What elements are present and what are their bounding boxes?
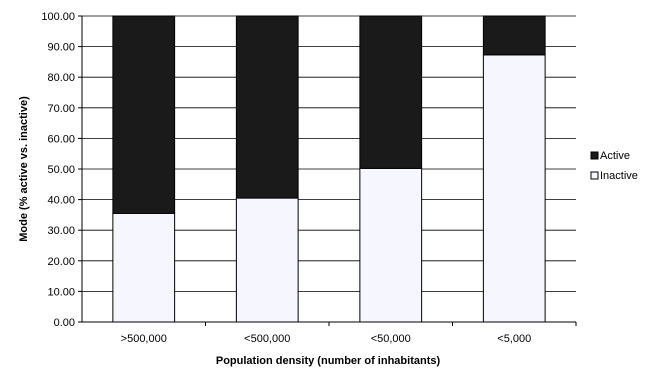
legend-label-inactive: Inactive bbox=[600, 170, 638, 182]
y-axis-title: Mode (% active vs. inactive) bbox=[18, 96, 30, 242]
axes bbox=[78, 15, 577, 326]
x-axis-title: Population density (number of inhabitant… bbox=[216, 355, 441, 367]
legend-swatch-active bbox=[590, 151, 599, 160]
bar-inactive-4 bbox=[482, 54, 546, 323]
x-tick-labels: >500,000 <500,000 <50,000 <5,000 bbox=[121, 333, 532, 345]
bar-inactive-1 bbox=[112, 212, 176, 323]
y-tick-label: 40.00 bbox=[47, 195, 75, 207]
bar-inactive-3 bbox=[359, 167, 423, 323]
y-tick-label: 30.00 bbox=[47, 225, 75, 237]
y-tick-label: 10.00 bbox=[47, 286, 75, 298]
x-tick-label: <5,000 bbox=[497, 333, 531, 345]
y-tick-label: 80.00 bbox=[47, 72, 75, 84]
x-tick-label: <50,000 bbox=[371, 333, 411, 345]
bar-active-3 bbox=[359, 15, 423, 169]
legend-swatch-inactive bbox=[590, 171, 599, 180]
bar-active-4 bbox=[482, 15, 546, 56]
y-tick-label: 20.00 bbox=[47, 256, 75, 268]
y-tick-labels: 0.00 10.00 20.00 30.00 40.00 50.00 60.00 70.00 8… bbox=[41, 11, 75, 329]
bars bbox=[112, 15, 546, 323]
bar-inactive-2 bbox=[235, 197, 299, 323]
bar-active-2 bbox=[235, 15, 299, 199]
y-tick-label: 0.00 bbox=[54, 317, 75, 329]
legend-label-active: Active bbox=[600, 150, 630, 162]
y-tick-label: 60.00 bbox=[47, 133, 75, 145]
x-tick-label: >500,000 bbox=[121, 333, 167, 345]
y-tick-label: 90.00 bbox=[47, 42, 75, 54]
y-tick-label: 70.00 bbox=[47, 103, 75, 115]
bar-active-1 bbox=[112, 15, 176, 214]
y-tick-label: 100.00 bbox=[41, 11, 75, 23]
x-tick-label: <500,000 bbox=[244, 333, 290, 345]
y-tick-label: 50.00 bbox=[47, 164, 75, 176]
legend: Active Inactive bbox=[590, 150, 638, 182]
